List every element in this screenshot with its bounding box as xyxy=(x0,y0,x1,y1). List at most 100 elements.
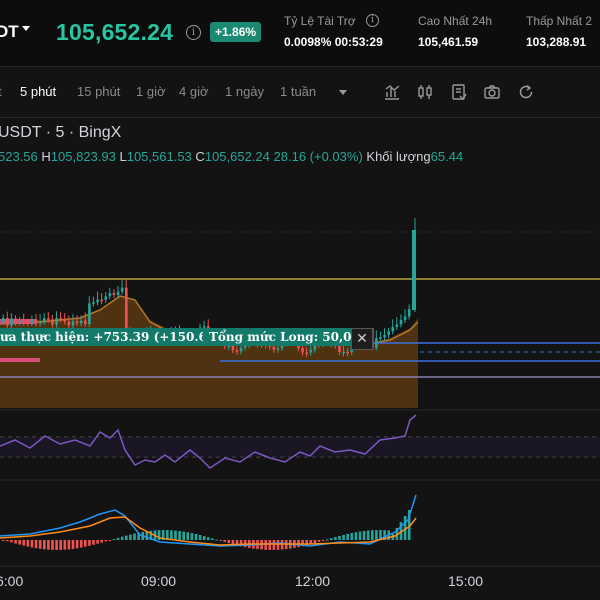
low-label: L xyxy=(119,149,127,164)
candle xyxy=(342,351,345,354)
tab-5m[interactable]: 5 phút xyxy=(20,84,57,99)
tab-15m[interactable]: 15 phút xyxy=(77,84,121,99)
candle xyxy=(276,348,280,350)
candle xyxy=(59,318,62,320)
macd-histogram-bar xyxy=(235,540,239,546)
macd-histogram-bar xyxy=(366,530,370,540)
change-value: 28.16 (+0.03%) xyxy=(273,149,363,164)
macd-histogram-bar xyxy=(375,530,378,540)
chevron-down-icon[interactable] xyxy=(22,26,30,31)
macd-histogram-bar xyxy=(182,531,185,540)
last-price: 105,652.24 xyxy=(56,19,174,45)
macd-histogram-bar xyxy=(198,535,202,540)
macd-histogram-bar xyxy=(133,533,136,540)
candle xyxy=(51,319,54,325)
macd-histogram-bar xyxy=(161,530,165,540)
candle xyxy=(412,230,416,310)
ticker-header: DT 105,652.24 i +1.86% Tỷ Lệ Tài Trợ i 0… xyxy=(0,0,600,67)
macd-histogram-bar xyxy=(100,540,103,543)
close-value: 105,652.24 xyxy=(204,149,270,164)
macd-histogram-bar xyxy=(338,535,341,540)
candle xyxy=(34,319,38,324)
indicators-icon[interactable] xyxy=(383,83,401,101)
macd-histogram-bar xyxy=(174,530,177,540)
volume-value: 65.44 xyxy=(430,149,464,164)
macd-histogram-bar xyxy=(342,534,345,540)
macd-histogram-bar xyxy=(88,540,91,546)
open-value: 523.56 xyxy=(0,149,38,164)
tab-4h[interactable]: 4 giờ xyxy=(179,84,209,99)
macd-histogram-bar xyxy=(71,540,75,549)
candle xyxy=(92,302,95,304)
tab-1d[interactable]: 1 ngày xyxy=(225,84,265,99)
macd-pane xyxy=(0,494,417,550)
macd-histogram-bar xyxy=(96,540,99,544)
macd-histogram-bar xyxy=(84,540,87,547)
candle xyxy=(100,299,103,302)
tab-1h[interactable]: 1 giờ xyxy=(136,84,166,99)
close-position-button[interactable]: ✕ xyxy=(351,328,373,350)
candle xyxy=(26,321,30,324)
rsi-pane xyxy=(0,414,600,469)
funding-rate-label: Tỷ Lệ Tài Trợ xyxy=(284,14,356,28)
candle xyxy=(305,352,308,354)
chart-symbol-title: USDT · 5 · BingX xyxy=(0,124,122,141)
candles-icon[interactable] xyxy=(416,83,434,101)
macd-histogram-bar xyxy=(22,540,26,546)
candle xyxy=(399,319,403,325)
refresh-icon[interactable] xyxy=(517,83,535,101)
macd-histogram-bar xyxy=(10,540,13,543)
candle xyxy=(120,287,124,292)
tab-timeframe-partial[interactable]: t xyxy=(0,84,2,99)
macd-histogram-bar xyxy=(157,530,161,540)
macd-histogram-bar xyxy=(51,540,54,550)
macd-histogram-bar xyxy=(59,540,62,550)
template-icon[interactable] xyxy=(450,83,468,101)
candle xyxy=(75,321,79,324)
macd-histogram-bar xyxy=(305,540,308,546)
candle xyxy=(231,345,235,351)
macd-histogram-bar xyxy=(18,540,21,545)
macd-histogram-bar xyxy=(354,532,358,540)
macd-histogram-bar xyxy=(407,510,411,540)
macd-histogram-bar xyxy=(317,540,321,542)
macd-histogram-bar xyxy=(215,539,218,541)
candle xyxy=(268,345,272,347)
macd-histogram-bar xyxy=(379,530,382,540)
macd-histogram-bar xyxy=(276,540,280,550)
signal-line xyxy=(0,516,417,546)
tab-1w[interactable]: 1 tuần xyxy=(280,84,317,99)
macd-histogram-bar xyxy=(92,540,95,545)
macd-histogram-bar xyxy=(227,540,231,544)
info-icon[interactable]: i xyxy=(366,14,379,27)
candle xyxy=(6,318,9,326)
symbol-selector[interactable]: DT xyxy=(0,22,19,41)
candle xyxy=(112,293,116,295)
macd-histogram-bar xyxy=(321,540,325,541)
macd-histogram-bar xyxy=(239,540,243,547)
macd-histogram-bar xyxy=(231,540,235,545)
order-marker-pink xyxy=(0,319,36,324)
macd-histogram-bar xyxy=(55,540,58,550)
macd-histogram-bar xyxy=(313,540,317,544)
position-size-label[interactable]: Tổng mức Long: 50,000 xyxy=(203,328,375,346)
candle xyxy=(272,346,276,350)
camera-icon[interactable] xyxy=(483,83,501,101)
chevron-down-icon[interactable] xyxy=(339,90,347,95)
macd-histogram-bar xyxy=(170,530,173,540)
info-icon[interactable]: i xyxy=(186,25,201,40)
macd-histogram-bar xyxy=(75,540,79,549)
candle xyxy=(88,303,91,325)
x-axis-label: 12:00 xyxy=(295,573,331,589)
macd-histogram-bar xyxy=(79,540,83,548)
macd-histogram-bar xyxy=(211,538,214,540)
candle xyxy=(10,318,13,326)
candle xyxy=(379,337,382,339)
macd-histogram-bar xyxy=(358,531,362,540)
low-value: 105,561.53 xyxy=(126,149,192,164)
candle xyxy=(18,320,21,323)
funding-rate-value: 0.0098% 00:53:29 xyxy=(284,35,383,49)
macd-histogram-bar xyxy=(330,538,333,540)
high-label: H xyxy=(41,149,51,164)
